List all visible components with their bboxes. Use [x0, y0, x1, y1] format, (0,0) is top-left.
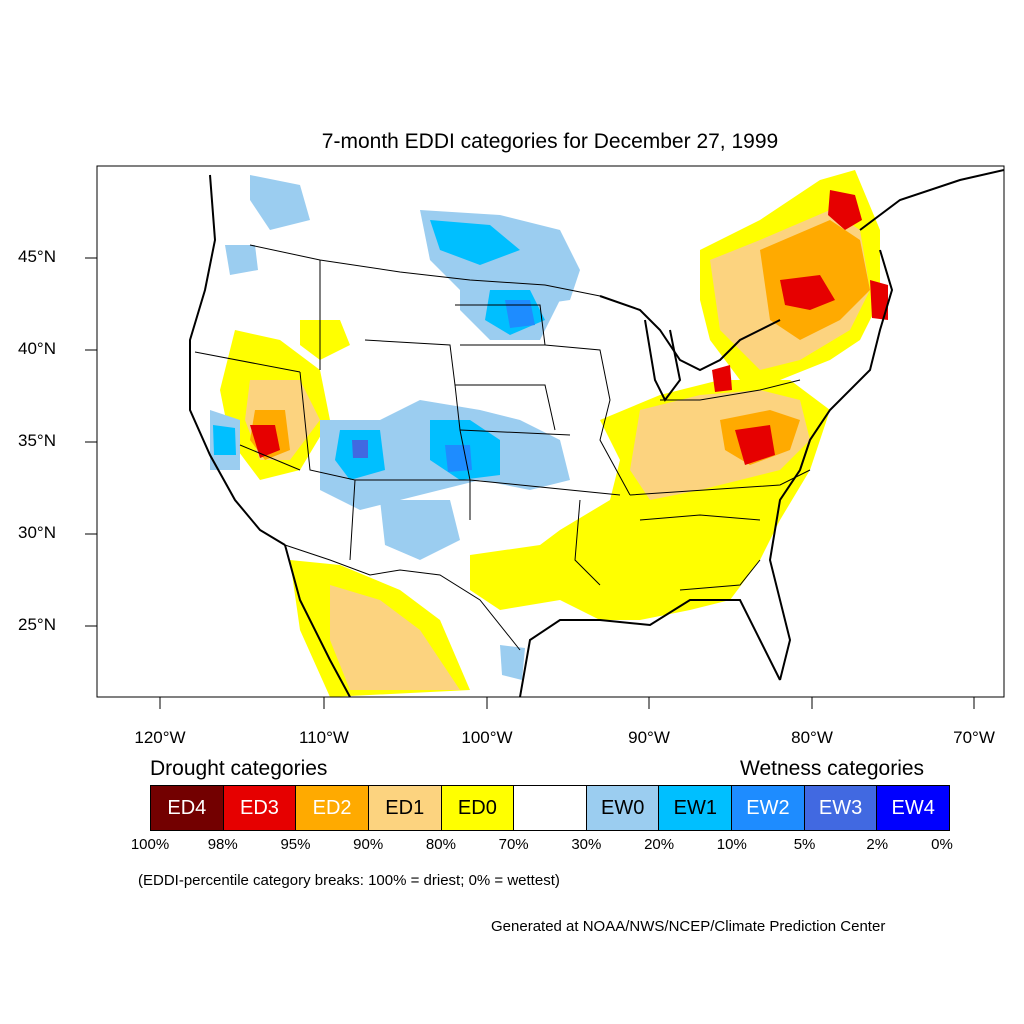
legend-cell-ed2: ED2 [296, 786, 369, 830]
drought-heading: Drought categories [150, 757, 328, 780]
percentile-label: 20% [644, 836, 675, 853]
state-boundary [679, 559, 761, 591]
percentile-label: 95% [280, 836, 311, 853]
wetness-heading: Wetness categories [740, 757, 925, 780]
legend-color-bar: ED4 ED3 ED2 ED1 ED0 EW0 EW1 EW2 EW3 EW4 [150, 785, 950, 831]
state-boundary [574, 499, 601, 586]
northeast-coastline [859, 169, 1004, 231]
lat-label: 35°N [18, 431, 56, 450]
credit-line: Generated at NOAA/NWS/NCEP/Climate Predi… [491, 918, 886, 935]
legend-cell-ew2: EW2 [732, 786, 805, 830]
state-boundary [239, 444, 301, 471]
legend-cell-ed3: ED3 [223, 786, 297, 830]
state-boundary [194, 351, 301, 373]
state-boundary [355, 479, 621, 496]
percentile-label: 80% [425, 836, 456, 853]
ed3-region [870, 280, 888, 320]
ed3-region [780, 275, 835, 310]
percentile-label: 0% [931, 836, 953, 853]
percentile-label: 2% [866, 836, 889, 853]
legend-cell-ew3: EW3 [804, 786, 878, 830]
lon-label: 80°W [791, 728, 833, 747]
ew1-region [430, 220, 520, 265]
legend-cell-neutral [514, 786, 587, 830]
ed3-region [735, 425, 775, 465]
percentile-label: 30% [571, 836, 602, 853]
state-boundary [455, 304, 546, 346]
ed0-region [470, 545, 580, 610]
lake-michigan-outline [644, 319, 682, 402]
state-boundary [639, 514, 761, 521]
ed1-region [330, 585, 460, 690]
lon-label: 120°W [134, 728, 186, 747]
percentile-label: 10% [716, 836, 747, 853]
ew2-region [505, 300, 535, 328]
legend-cell-ew0: EW0 [586, 786, 660, 830]
lat-label: 25°N [18, 615, 56, 634]
ew0-region [500, 645, 525, 680]
state-boundary [629, 469, 811, 496]
ed3-region [712, 365, 732, 392]
percentile-label: 98% [207, 836, 238, 853]
ew2-region [445, 445, 472, 472]
ed0-region [300, 320, 350, 360]
us-canada-border [249, 244, 601, 297]
legend-cell-ed4: ED4 [151, 786, 224, 830]
legend-cell-ed1: ED1 [368, 786, 442, 830]
percentile-label: 100% [130, 836, 170, 853]
gulf-coastline [519, 599, 781, 697]
legend-note: (EDDI-percentile category breaks: 100% =… [138, 872, 560, 889]
percentile-label: 90% [353, 836, 384, 853]
legend-cell-ed0: ED0 [441, 786, 515, 830]
ew0-region [250, 175, 310, 230]
state-boundary [459, 429, 571, 436]
lat-label: 45°N [18, 247, 56, 266]
state-boundary [660, 379, 801, 401]
map-frame [96, 165, 1005, 698]
baja-coastline [284, 544, 351, 697]
lon-label: 90°W [628, 728, 670, 747]
ew0-region [380, 500, 460, 560]
ew0-region [225, 245, 258, 275]
percentile-label: 5% [793, 836, 816, 853]
great-lakes-outline [599, 295, 781, 372]
ew3-region [352, 440, 368, 458]
state-boundary [455, 384, 556, 431]
lon-label: 110°W [299, 728, 349, 747]
state-boundary [544, 344, 631, 496]
us-mexico-border [284, 544, 521, 651]
lon-label: 100°W [461, 728, 513, 747]
legend-cell-ew4: EW4 [877, 786, 950, 830]
map-title: 7-month EDDI categories for December 27,… [321, 130, 779, 153]
state-boundary [364, 339, 471, 520]
pacific-coastline [189, 174, 286, 546]
atlantic-coastline [768, 249, 894, 681]
ed3-region [828, 190, 862, 230]
lon-label: 70°W [953, 728, 995, 747]
ew1-region [213, 425, 236, 455]
lat-label: 40°N [18, 339, 56, 358]
percentile-label: 70% [498, 836, 529, 853]
lat-label: 30°N [18, 523, 56, 542]
state-boundary [299, 371, 356, 561]
legend-cell-ew1: EW1 [659, 786, 733, 830]
ed3-region [250, 425, 280, 458]
